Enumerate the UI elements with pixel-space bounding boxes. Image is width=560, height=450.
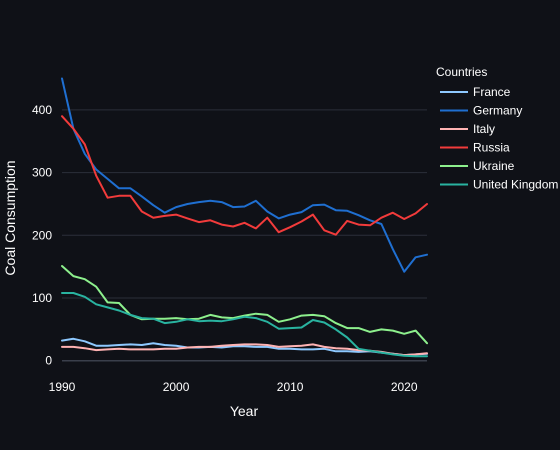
y-tick-label: 100 [32,291,52,305]
series-lines [61,77,428,358]
series-line-germany [61,77,428,273]
x-tick-label: 2020 [391,380,418,394]
legend-item-germany[interactable]: Germany [440,104,522,118]
legend: Countries France Germany Italy Russia Ukrain… [436,65,558,192]
series-line-united-kingdom [61,292,428,358]
x-tick-label: 2000 [163,380,190,394]
legend-item-united-kingdom[interactable]: United Kingdom [440,178,558,192]
legend-item-ukraine[interactable]: Ukraine [440,159,515,173]
y-tick-label: 200 [32,228,52,242]
legend-label: United Kingdom [473,178,558,192]
legend-label: Russia [473,141,510,155]
x-axis-title: Year [230,403,259,419]
y-tick-label: 300 [32,166,52,180]
legend-label: France [473,85,511,99]
y-tick-label: 0 [45,354,52,368]
x-tick-labels: 1990 2000 2010 2020 [49,380,418,394]
series-line-russia [61,115,428,236]
legend-title: Countries [436,65,487,79]
legend-item-italy[interactable]: Italy [440,122,495,136]
series-line-france [61,337,428,357]
x-tick-label: 1990 [49,380,76,394]
legend-label: Italy [473,122,495,136]
y-tick-labels: 0 100 200 300 400 [32,103,52,368]
legend-label: Ukraine [473,159,515,173]
series-line-ukraine [61,265,428,345]
y-tick-label: 400 [32,103,52,117]
x-tick-label: 2010 [277,380,304,394]
grid [62,109,427,362]
legend-item-france[interactable]: France [440,85,511,99]
y-axis-title: Coal Consumption [2,160,18,275]
legend-label: Germany [473,104,522,118]
legend-item-russia[interactable]: Russia [440,141,510,155]
